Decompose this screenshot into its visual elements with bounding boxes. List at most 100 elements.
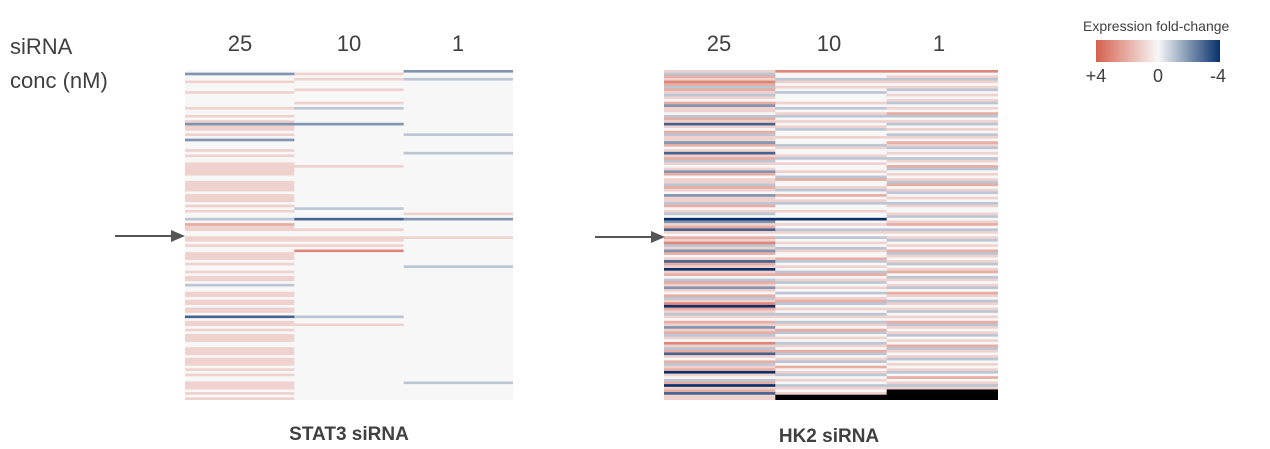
stat3-cell-c25-r44 — [185, 186, 295, 190]
hk2-cell-c1-r15 — [886, 109, 998, 113]
hk2-cell-c1-r34 — [886, 159, 998, 163]
stat3-cell-c10-r63 — [294, 236, 404, 240]
hk2-cell-c25-r65 — [664, 241, 776, 245]
hk2-cell-c1-r66 — [886, 244, 998, 248]
stat3-cell-c25-r13 — [185, 104, 295, 108]
hk2-cell-c10-r46 — [775, 191, 887, 195]
hk2-cell-c1-r52 — [886, 207, 998, 211]
hk2-cell-c25-r82 — [664, 286, 776, 290]
stat3-cell-c25-r58 — [185, 223, 295, 227]
stat3-cell-c25-r95 — [185, 320, 295, 324]
stat3-cell-c1-r23 — [403, 130, 513, 134]
stat3-cell-c1-r44 — [403, 186, 513, 190]
hk2-cell-c25-r67 — [664, 246, 776, 250]
stat3-cell-c10-r52 — [294, 207, 404, 211]
hk2-cell-c1-r36 — [886, 165, 998, 168]
hk2-cell-c25-r22 — [664, 128, 776, 132]
hk2-cell-c25-r64 — [664, 238, 776, 242]
stat3-cell-c25-r86 — [185, 297, 295, 300]
stat3-cell-c10-r48 — [294, 196, 404, 200]
hk2-cell-c10-r49 — [775, 199, 887, 203]
legend-colorbar — [1096, 40, 1220, 62]
stat3-cell-c10-r43 — [294, 183, 404, 187]
hk2-cell-c25-r13 — [664, 104, 776, 108]
stat3-cell-c1-r90 — [403, 307, 513, 311]
hk2-cell-c10-r91 — [775, 310, 887, 314]
stat3-cell-c10-r121 — [294, 389, 404, 393]
hk2-cell-c10-r18 — [775, 117, 887, 121]
stat3-cell-c1-r97 — [403, 326, 513, 330]
stat3-cell-c10-r33 — [294, 157, 404, 161]
stat3-cell-c25-r1 — [185, 72, 295, 76]
hk2-cell-c25-r56 — [664, 217, 776, 221]
hk2-cell-c25-r18 — [664, 117, 776, 121]
hk2-cell-c1-r83 — [886, 289, 998, 293]
hk2-cell-c10-r82 — [775, 286, 887, 290]
stat3-cell-c1-r43 — [403, 183, 513, 187]
stat3-cell-c1-r58 — [403, 223, 513, 227]
conc-axis-label: siRNA conc (nM) — [10, 30, 108, 98]
hk2-cell-c25-r77 — [664, 273, 776, 277]
stat3-cell-c10-r44 — [294, 186, 404, 190]
hk2-cell-c1-r94 — [886, 318, 998, 322]
stat3-cell-c1-r65 — [403, 241, 513, 245]
hk2-cell-c1-r85 — [886, 294, 998, 298]
hk2-cell-c1-r65 — [886, 241, 998, 245]
stat3-cell-c25-r11 — [185, 99, 295, 102]
hk2-cell-c1-r67 — [886, 246, 998, 250]
stat3-cell-c25-r101 — [185, 336, 295, 340]
hk2-cell-c10-r75 — [775, 268, 887, 271]
hk2-cell-c1-r64 — [886, 238, 998, 242]
hk2-cell-c1-r60 — [886, 228, 998, 232]
hk2-cell-c25-r51 — [664, 204, 776, 208]
stat3-cell-c25-r36 — [185, 165, 295, 168]
stat3-cell-c25-r61 — [185, 231, 295, 234]
stat3-cell-c10-r86 — [294, 297, 404, 300]
hk2-heatmap — [664, 70, 998, 400]
stat3-cell-c25-r42 — [185, 180, 295, 184]
stat3-cell-c1-r118 — [403, 381, 513, 385]
stat3-cell-c10-r54 — [294, 212, 404, 216]
stat3-cell-c25-r43 — [185, 183, 295, 187]
hk2-cell-c10-r70 — [775, 254, 887, 258]
stat3-cell-c1-r121 — [403, 389, 513, 393]
stat3-cell-c10-r41 — [294, 178, 404, 182]
hk2-cell-c10-r64 — [775, 238, 887, 242]
stat3-cell-c25-r70 — [185, 254, 295, 258]
hk2-cell-c25-r96 — [664, 323, 776, 327]
hk2-cell-c10-r0 — [775, 70, 887, 73]
stat3-cell-c10-r9 — [294, 93, 404, 97]
stat3-cell-c25-r18 — [185, 117, 295, 121]
hk2-cell-c10-r71 — [775, 257, 887, 261]
hk2-cell-c25-r124 — [664, 397, 776, 400]
stat3-cell-c10-r122 — [294, 392, 404, 396]
stat3-cell-c25-r52 — [185, 207, 295, 211]
stat3-cell-c10-r40 — [294, 175, 404, 179]
stat3-cell-c25-r120 — [185, 386, 295, 390]
hk2-cell-c25-r48 — [664, 196, 776, 200]
stat3-cell-c1-r85 — [403, 294, 513, 298]
hk2-cell-c10-r89 — [775, 304, 887, 308]
stat3-cell-c1-r71 — [403, 257, 513, 261]
stat3-cell-c25-r28 — [185, 143, 295, 147]
stat3-cell-c10-r77 — [294, 273, 404, 277]
hk2-panel-title: HK2 siRNA — [778, 426, 880, 447]
hk2-cell-c25-r108 — [664, 355, 776, 359]
hk2-cell-c25-r121 — [664, 389, 776, 393]
hk2-cell-c25-r89 — [664, 304, 776, 308]
stat3-cell-c1-r92 — [403, 312, 513, 316]
stat3-cell-c1-r113 — [403, 368, 513, 372]
hk2-cell-c25-r61 — [664, 231, 776, 234]
hk2-cell-c10-r2 — [775, 75, 887, 79]
hk2-cell-c1-r92 — [886, 312, 998, 316]
hk2-cell-c1-r62 — [886, 233, 998, 237]
stat3-cell-c1-r31 — [403, 151, 513, 155]
hk2-cell-c10-r77 — [775, 273, 887, 277]
hk2-cell-c10-r80 — [775, 281, 887, 285]
hk2-cell-c1-r22 — [886, 128, 998, 132]
stat3-cell-c10-r5 — [294, 83, 404, 87]
stat3-cell-c10-r102 — [294, 339, 404, 343]
stat3-cell-c1-r48 — [403, 196, 513, 200]
stat3-cell-c10-r20 — [294, 122, 404, 126]
stat3-cell-c25-r3 — [185, 77, 295, 81]
